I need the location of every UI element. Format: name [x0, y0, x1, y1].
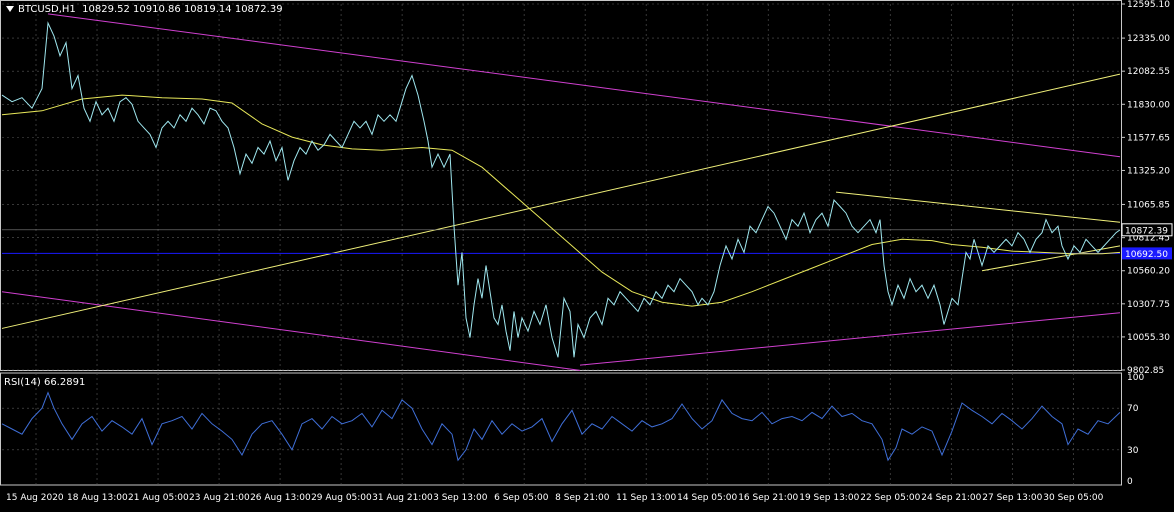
y-tick-label: 12595.10	[1127, 0, 1170, 10]
rsi-tick-label: 100	[1127, 373, 1144, 383]
trend-yellow-long[interactable]	[2, 74, 1120, 328]
rsi-header: RSI(14) 66.2891	[4, 377, 85, 388]
y-tick-label: 12335.00	[1127, 34, 1170, 44]
symbol-label: BTCUSD,H1	[18, 4, 76, 15]
x-tick-label: 31 Aug 21:00	[372, 493, 433, 503]
y-tick-label: 11065.85	[1127, 200, 1170, 210]
main-panel-frame	[1, 1, 1122, 371]
x-tick-label: 30 Sep 05:00	[1043, 493, 1103, 503]
x-tick-label: 11 Sep 13:00	[616, 493, 676, 503]
x-tick-label: 18 Aug 13:00	[67, 493, 128, 503]
rsi-panel-frame	[1, 373, 1122, 485]
y-tick-label: 12082.55	[1127, 67, 1170, 77]
y-tick-label: 11830.00	[1127, 100, 1170, 110]
chart-header: BTCUSD,H1 10829.52 10910.86 10819.14 108…	[6, 4, 283, 15]
hline-price-label: 10692.50	[1125, 250, 1168, 260]
trend-yellow-upper[interactable]	[836, 192, 1120, 222]
x-tick-label: 29 Aug 05:00	[311, 493, 372, 503]
y-tick-label: 10055.30	[1127, 333, 1170, 343]
x-tick-label: 14 Sep 05:00	[677, 493, 737, 503]
trend-magenta-support[interactable]	[580, 313, 1120, 365]
ohlc-label: 10829.52 10910.86 10819.14 10872.39	[82, 4, 282, 15]
rsi-label: RSI(14) 66.2891	[4, 377, 85, 388]
y-tick-label: 11325.20	[1127, 166, 1170, 176]
x-tick-label: 26 Aug 13:00	[250, 493, 311, 503]
x-tick-label: 8 Sep 21:00	[555, 493, 610, 503]
y-tick-label: 10307.75	[1127, 300, 1170, 310]
price-line	[2, 23, 1120, 357]
x-tick-label: 15 Aug 2020	[6, 493, 64, 503]
rsi-tick-label: 30	[1127, 446, 1139, 456]
rsi-tick-label: 70	[1127, 404, 1139, 414]
current-price-label: 10872.39	[1125, 226, 1168, 236]
x-tick-label: 16 Sep 21:00	[738, 493, 798, 503]
y-tick-label: 10560.20	[1127, 267, 1170, 277]
x-tick-label: 23 Aug 21:00	[189, 493, 250, 503]
x-tick-label: 27 Sep 13:00	[982, 493, 1042, 503]
x-tick-label: 21 Aug 05:00	[128, 493, 189, 503]
dropdown-triangle-icon[interactable]	[6, 6, 14, 12]
x-tick-label: 19 Sep 13:00	[799, 493, 859, 503]
y-tick-label: 11577.65	[1127, 133, 1170, 143]
x-tick-label: 22 Sep 05:00	[860, 493, 920, 503]
moving-average-line	[2, 95, 1120, 306]
x-tick-label: 24 Sep 21:00	[921, 493, 981, 503]
trend-magenta-top[interactable]	[48, 14, 1120, 157]
rsi-tick-label: 0	[1127, 477, 1133, 487]
x-tick-label: 3 Sep 13:00	[433, 493, 488, 503]
x-tick-label: 6 Sep 05:00	[494, 493, 549, 503]
price-points	[2, 23, 1120, 357]
